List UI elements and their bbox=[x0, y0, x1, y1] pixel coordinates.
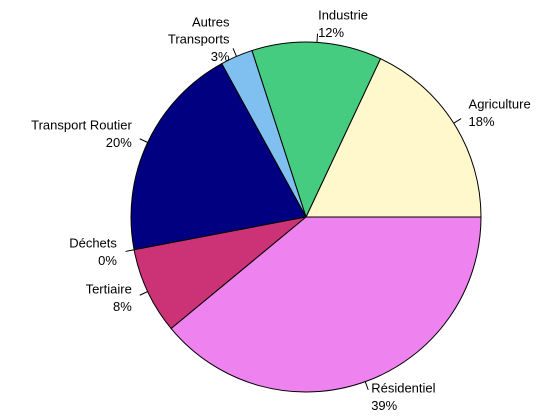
slice-value-label: 0% bbox=[98, 253, 117, 268]
slice-value-label: 39% bbox=[371, 398, 397, 413]
slice-value-label: 8% bbox=[113, 299, 132, 314]
slice-value-label: 18% bbox=[469, 114, 495, 129]
slice-label: Industrie bbox=[318, 8, 368, 23]
label-tick bbox=[125, 249, 135, 252]
slice-label: Résidentiel bbox=[371, 381, 435, 396]
slice-label: Transport Routier bbox=[31, 118, 132, 133]
slice-label: Autres Transports bbox=[168, 15, 230, 47]
slice-value-label: 20% bbox=[106, 135, 132, 150]
slice-value-label: 12% bbox=[318, 25, 344, 40]
slice-value-label: 3% bbox=[211, 49, 230, 64]
label-tick bbox=[316, 33, 319, 43]
label-tick bbox=[139, 291, 148, 296]
pie-slice bbox=[305, 57, 482, 218]
pie-slice bbox=[251, 41, 382, 219]
label-tick bbox=[232, 48, 237, 57]
label-tick bbox=[453, 118, 462, 124]
slice-label: Déchets bbox=[69, 236, 117, 251]
label-tick bbox=[364, 381, 369, 391]
slice-label: Tertiaire bbox=[86, 282, 132, 297]
pie-slice bbox=[170, 216, 482, 393]
label-tick bbox=[139, 138, 148, 143]
slice-label: Agriculture bbox=[469, 97, 531, 112]
pie-slice bbox=[130, 62, 307, 251]
